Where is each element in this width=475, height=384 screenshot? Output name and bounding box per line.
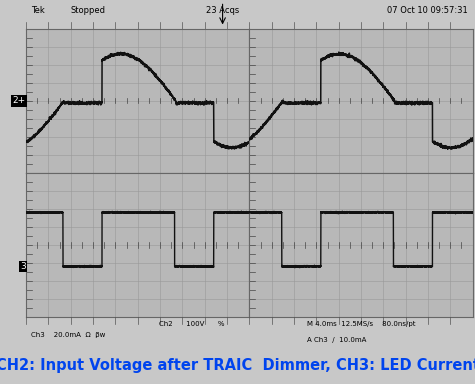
Text: CH2: Input Voltage after TRAIC  Dimmer, CH3: LED Current: CH2: Input Voltage after TRAIC Dimmer, C… bbox=[0, 358, 475, 372]
Text: M 4.0ms  12.5MS/s    80.0ns/pt: M 4.0ms 12.5MS/s 80.0ns/pt bbox=[307, 321, 416, 328]
Text: Stopped: Stopped bbox=[71, 6, 106, 15]
Text: 07 Oct 10 09:57:31: 07 Oct 10 09:57:31 bbox=[388, 6, 468, 15]
Text: 2+: 2+ bbox=[13, 96, 26, 105]
Text: A Ch3  /  10.0mA: A Ch3 / 10.0mA bbox=[307, 337, 367, 343]
Text: 23 Acqs: 23 Acqs bbox=[206, 6, 239, 15]
Text: Ch2      100V      %: Ch2 100V % bbox=[159, 321, 224, 328]
Text: Tek: Tek bbox=[30, 6, 44, 15]
Text: Ch3    20.0mA  Ω  βw: Ch3 20.0mA Ω βw bbox=[30, 332, 105, 338]
Text: 3: 3 bbox=[20, 262, 26, 271]
